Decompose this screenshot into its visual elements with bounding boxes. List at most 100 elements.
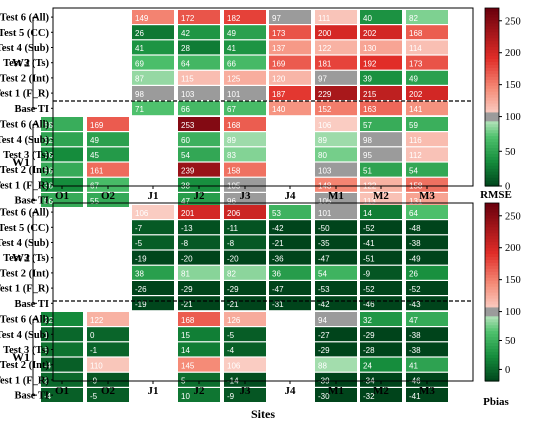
- cell-value: 26: [135, 29, 144, 38]
- colorbar-segment: [485, 265, 499, 269]
- cell-value: -29: [318, 346, 330, 355]
- row-label: Test 2 (Int): [0, 165, 49, 176]
- colorbar-segment: [485, 271, 499, 275]
- heatmap-cell: [360, 25, 402, 40]
- cell-value: 149: [135, 14, 149, 23]
- heatmap-cell: [224, 327, 266, 342]
- heatmap-cell: [406, 10, 448, 24]
- cell-value: 97: [318, 75, 327, 84]
- cell-value: -51: [363, 254, 375, 263]
- heatmap-cell: [360, 265, 402, 280]
- cell-value: 47: [409, 316, 418, 325]
- heatmap-cell: [132, 250, 174, 265]
- colorbar-segment: [485, 13, 499, 18]
- cell-value: 41: [227, 44, 236, 53]
- colorbar-segment: [485, 16, 499, 21]
- cell-value: 2: [44, 377, 49, 386]
- column-label: M1: [328, 190, 344, 202]
- cell-value: -29: [363, 331, 375, 340]
- colorbar-segment: [485, 286, 499, 290]
- cell-value: 54: [318, 270, 327, 279]
- cell-value: 52: [44, 136, 53, 145]
- heatmap-cell: [87, 147, 129, 162]
- heatmap-cell: [224, 388, 266, 402]
- heatmap-cell: [178, 250, 220, 265]
- cell-value: 168: [181, 316, 195, 325]
- heatmap-cell: [224, 357, 266, 372]
- colorbar-segment: [485, 168, 499, 172]
- cell-value: -21: [181, 300, 193, 309]
- colorbar-tick-label: 200: [505, 48, 521, 59]
- cell-value: 58: [44, 121, 53, 130]
- heatmap-cell: [406, 327, 448, 342]
- heatmap-cell: [360, 281, 402, 295]
- cell-value: -13: [181, 224, 193, 233]
- heatmap-cell: [178, 342, 220, 357]
- heatmap-cell: [132, 265, 174, 280]
- cell-value: -41: [409, 392, 421, 401]
- colorbar-segment: [485, 31, 499, 36]
- cell-value: 169: [272, 59, 286, 68]
- cell-value: -11: [227, 224, 239, 233]
- colorbar-segment: [485, 55, 499, 60]
- heatmap-cell: [315, 132, 357, 147]
- cell-value: -52: [409, 285, 421, 294]
- heatmap-cell: [178, 357, 220, 372]
- colorbar-segment: [485, 232, 499, 237]
- cell-value: 83: [227, 151, 236, 160]
- colorbar-segment: [485, 105, 499, 110]
- cell-value: 113: [363, 197, 376, 206]
- heatmap-cell: [360, 117, 402, 131]
- colorbar-segment: [485, 303, 499, 308]
- colorbar-segment: [485, 351, 499, 355]
- row-label: Base TI: [14, 391, 49, 402]
- cell-value: -19: [135, 300, 147, 309]
- heatmap-cell: [224, 25, 266, 40]
- cell-value: -4: [44, 361, 52, 370]
- cell-value: 172: [181, 14, 195, 23]
- cell-value: 56: [44, 166, 53, 175]
- colorbar-segment: [485, 360, 499, 364]
- colorbar-segment: [485, 321, 499, 326]
- heatmap-cell: [315, 235, 357, 250]
- x-axis-title: Sites: [251, 407, 275, 421]
- colorbar-segment: [485, 79, 499, 83]
- heatmap-cell: [360, 327, 402, 342]
- cell-value: 82: [227, 270, 236, 279]
- colorbar-segment: [485, 357, 499, 361]
- heatmap-cell: [406, 296, 448, 311]
- heatmap-cell: [41, 132, 83, 147]
- cell-value: 145: [181, 361, 195, 370]
- cell-value: 173: [272, 29, 286, 38]
- cell-value: 47: [181, 197, 190, 206]
- colorbar-segment: [485, 262, 499, 266]
- heatmap-cell: [315, 162, 357, 177]
- row-label: Test 6 (All): [0, 13, 49, 24]
- heatmap-cell: [315, 205, 357, 219]
- heatmap-cell: [87, 117, 129, 131]
- row-label: Base TI: [14, 299, 49, 310]
- cell-value: 8: [44, 346, 49, 355]
- cell-value: -43: [409, 300, 421, 309]
- cell-value: -5: [135, 239, 143, 248]
- group-label: W1: [12, 155, 30, 169]
- colorbar-segment: [485, 280, 499, 284]
- cell-value: 36: [272, 270, 281, 279]
- column-label: J4: [285, 190, 297, 202]
- colorbar-segment: [485, 120, 499, 125]
- cell-value: 64: [181, 59, 190, 68]
- cell-value: 82: [409, 14, 418, 23]
- colorbar-segment: [485, 211, 499, 216]
- heatmap-cell: [406, 265, 448, 280]
- cell-value: 88: [318, 361, 327, 370]
- heatmap-cell: [132, 296, 174, 311]
- colorbar-segment: [485, 324, 499, 329]
- heatmap-cell: [406, 162, 448, 177]
- cell-value: 116: [409, 136, 422, 145]
- heatmap-cell: [360, 235, 402, 250]
- heatmap-cell: [269, 101, 311, 116]
- heatmap-cell: [315, 342, 357, 357]
- cell-value: 66: [227, 59, 236, 68]
- colorbar-segment: [485, 111, 499, 116]
- cell-value: 161: [90, 166, 104, 175]
